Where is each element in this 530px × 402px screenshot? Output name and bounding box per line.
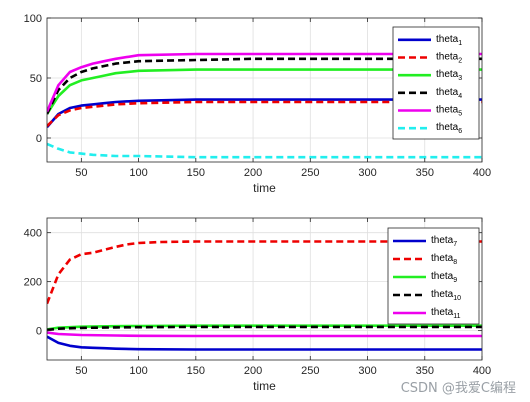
x-tick-label: 150 [187, 167, 205, 179]
legend-entry-theta-2: theta2 [436, 52, 462, 65]
x-tick-label: 350 [416, 365, 434, 377]
series-line-theta-4 [47, 57, 482, 115]
x-tick-label: 150 [187, 365, 205, 377]
series-line-theta-5 [47, 52, 482, 113]
series-line-theta-11 [47, 331, 482, 338]
chart-1: 50 100 150 200 250 300 350 400050100timetheta1t… [24, 13, 492, 195]
legend-entry-theta-4: theta4 [436, 87, 462, 100]
series-line-theta-3 [47, 68, 482, 115]
x-tick-label: 400 [473, 365, 491, 377]
y-tick-label: 400 [24, 228, 42, 240]
legend-entry-theta-3: theta3 [436, 69, 462, 82]
x-tick-label: 50 [75, 365, 87, 377]
x-tick-label: 200 [244, 365, 262, 377]
series-line-theta-6 [47, 142, 482, 159]
series-line-theta-10 [47, 325, 482, 332]
legend-entry-theta-5: theta5 [436, 105, 462, 118]
y-tick-label: 0 [36, 133, 42, 145]
legend-entry-theta-1: theta1 [436, 34, 462, 47]
legend: theta1 theta2 theta3 theta4 theta5 theta6 [392, 26, 480, 140]
x-tick-label: 200 [244, 167, 262, 179]
chart-2: 50 100 150 200 250 300 350 400 0 200 400 time theta7… [24, 217, 491, 393]
x-tick-label: 350 [416, 167, 434, 179]
y-tick-label: 100 [24, 13, 42, 25]
legend-box [392, 26, 480, 140]
legend-entry-theta-11: theta11 [431, 307, 461, 320]
x-tick-label: 250 [301, 365, 319, 377]
legend-entry-theta-7: theta7 [431, 235, 457, 248]
series-line-theta-7 [47, 335, 482, 351]
x-tick-label: 100 [129, 167, 147, 179]
legend-entry-theta-6: theta6 [436, 122, 462, 135]
y-tick-label: 200 [24, 277, 42, 289]
legend-entry-theta-8: theta8 [431, 253, 457, 266]
x-tick-label: 400 [473, 167, 491, 179]
axes-box [46, 17, 483, 163]
series-line-theta-2 [47, 100, 482, 127]
series-line-theta-1 [47, 98, 482, 129]
y-tick-label: 0 [36, 326, 42, 338]
x-tick-label: 300 [358, 365, 376, 377]
x-axis-label: time [253, 379, 276, 393]
x-tick-label: 50 [75, 167, 87, 179]
x-tick-label: 250 [301, 167, 319, 179]
legend-entry-theta-9: theta9 [431, 271, 457, 284]
axes-box [46, 217, 483, 361]
x-axis-label: time [253, 181, 276, 195]
x-tick-label: 300 [358, 167, 376, 179]
series-line-theta-8 [47, 240, 482, 305]
y-tick-label: 50 [30, 73, 42, 85]
watermark: CSDN @我爱C编程 [400, 381, 516, 396]
x-tick-label: 100 [129, 365, 147, 377]
